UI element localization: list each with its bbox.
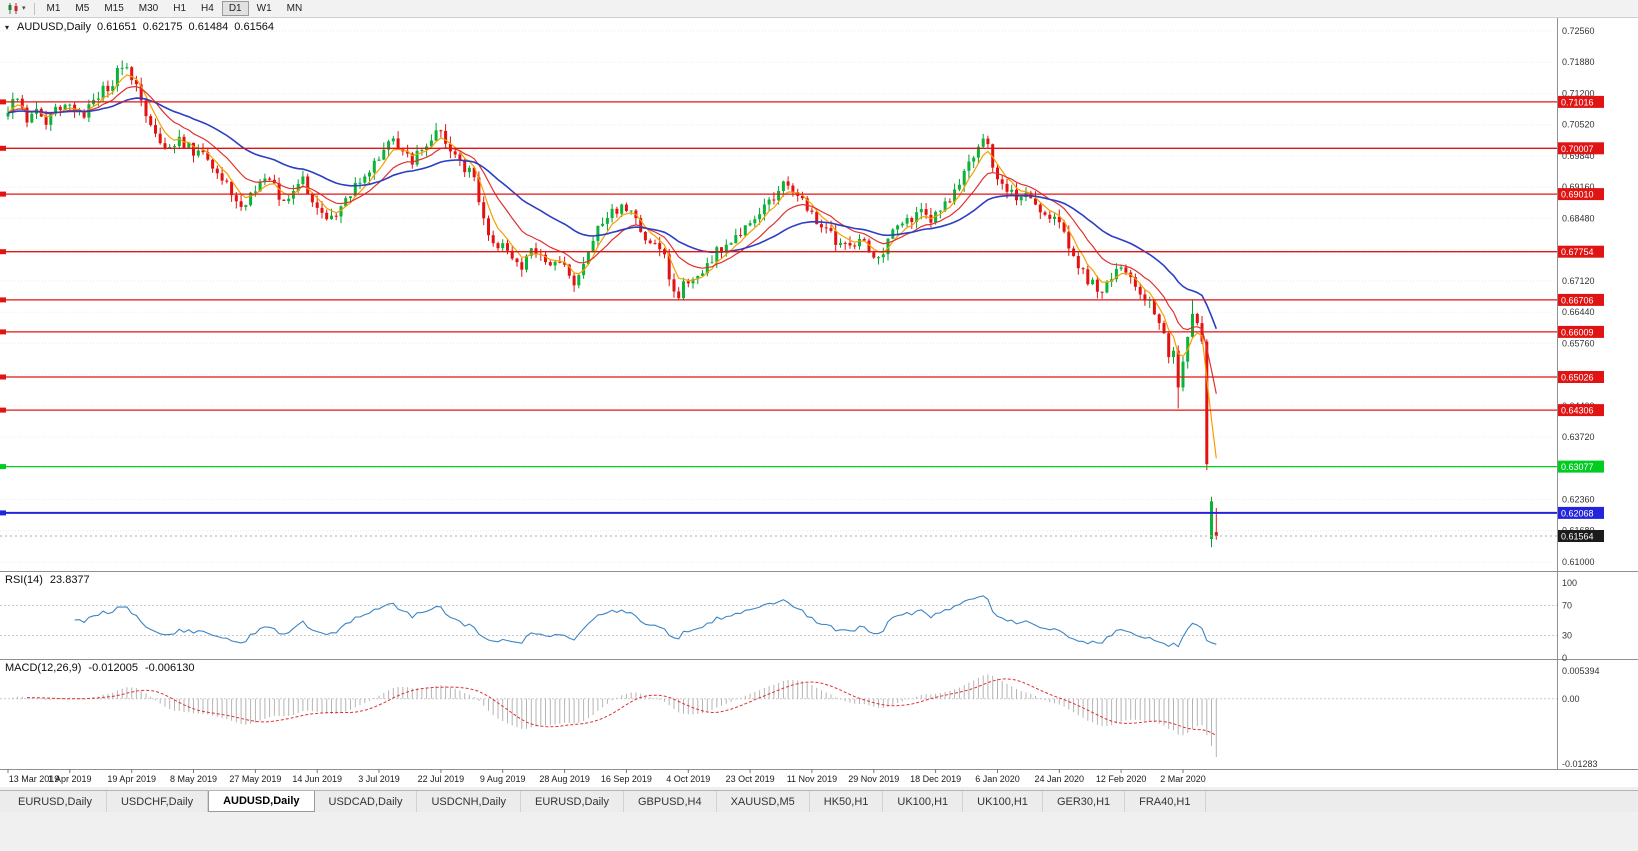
svg-text:-0.01283: -0.01283 bbox=[1562, 759, 1598, 769]
timeframe-d1-button[interactable]: D1 bbox=[221, 1, 249, 16]
chart-tab-audusd-daily[interactable]: AUDUSD,Daily bbox=[208, 791, 315, 812]
svg-text:22 Jul 2019: 22 Jul 2019 bbox=[418, 774, 465, 784]
svg-text:0.71880: 0.71880 bbox=[1562, 57, 1595, 67]
svg-text:28 Aug 2019: 28 Aug 2019 bbox=[539, 774, 590, 784]
svg-text:0.70007: 0.70007 bbox=[1561, 144, 1594, 154]
timeframe-mn-button[interactable]: MN bbox=[280, 1, 310, 16]
moving-averages bbox=[7, 74, 1218, 459]
timeframe-w1-button[interactable]: W1 bbox=[250, 1, 279, 16]
chart-tab-uk100-h1[interactable]: UK100,H1 bbox=[963, 791, 1043, 812]
svg-text:0.71016: 0.71016 bbox=[1561, 97, 1594, 107]
candlestick-chart-icon bbox=[8, 3, 18, 14]
svg-text:0.66440: 0.66440 bbox=[1562, 307, 1595, 317]
price-axis[interactable]: 0.72560 0.71880 0.71200 0.70520 0.69840 0.691… bbox=[1558, 26, 1604, 567]
chart-tab-fra40-h1[interactable]: FRA40,H1 bbox=[1125, 791, 1206, 812]
svg-text:0: 0 bbox=[1562, 653, 1567, 663]
timeframe-buttons: M1 M5 M15 M30 H1 H4 D1 W1 MN bbox=[40, 1, 310, 16]
window-bottom-area bbox=[0, 812, 1638, 851]
chart-tab-uk100-h1[interactable]: UK100,H1 bbox=[883, 791, 964, 812]
candles-layer bbox=[6, 60, 1218, 548]
chevron-down-icon: ▾ bbox=[22, 5, 26, 12]
timeframe-toolbar: ▾ M1 M5 M15 M30 H1 H4 D1 W1 MN bbox=[0, 0, 1638, 18]
timeframe-m30-button[interactable]: M30 bbox=[132, 1, 165, 16]
svg-text:0.65760: 0.65760 bbox=[1562, 338, 1595, 348]
chart-tab-usdcad-daily[interactable]: USDCAD,Daily bbox=[315, 791, 418, 812]
svg-text:0.69840: 0.69840 bbox=[1562, 151, 1595, 161]
svg-text:0.00: 0.00 bbox=[1562, 694, 1580, 704]
horizontal-level-lines[interactable] bbox=[0, 99, 1557, 537]
rsi-panel: 100 70 30 0 bbox=[0, 578, 1577, 663]
svg-text:0.69160: 0.69160 bbox=[1562, 182, 1595, 192]
svg-text:2 Mar 2020: 2 Mar 2020 bbox=[1160, 774, 1206, 784]
timeframe-m1-button[interactable]: M1 bbox=[40, 1, 68, 16]
timeframe-h4-button[interactable]: H4 bbox=[194, 1, 221, 16]
svg-text:6 Jan 2020: 6 Jan 2020 bbox=[975, 774, 1020, 784]
svg-text:0.66706: 0.66706 bbox=[1561, 295, 1594, 305]
chart-type-button[interactable]: ▾ bbox=[3, 2, 29, 15]
svg-text:23 Oct 2019: 23 Oct 2019 bbox=[726, 774, 775, 784]
svg-text:29 Nov 2019: 29 Nov 2019 bbox=[848, 774, 899, 784]
timeframe-m5-button[interactable]: M5 bbox=[68, 1, 96, 16]
chart-area[interactable]: 0.72560 0.71880 0.71200 0.70520 0.69840 0.691… bbox=[0, 18, 1638, 787]
svg-text:27 May 2019: 27 May 2019 bbox=[229, 774, 281, 784]
svg-text:19 Apr 2019: 19 Apr 2019 bbox=[107, 774, 156, 784]
svg-text:0.61564: 0.61564 bbox=[1561, 532, 1594, 542]
svg-text:0.62360: 0.62360 bbox=[1562, 495, 1595, 505]
svg-text:0.63077: 0.63077 bbox=[1561, 462, 1594, 472]
price-chart[interactable]: 0.72560 0.71880 0.71200 0.70520 0.69840 0.691… bbox=[0, 18, 1638, 787]
svg-text:24 Jan 2020: 24 Jan 2020 bbox=[1035, 774, 1085, 784]
chart-tab-ger30-h1[interactable]: GER30,H1 bbox=[1043, 791, 1126, 812]
svg-text:0.71200: 0.71200 bbox=[1562, 89, 1595, 99]
timeframe-m15-button[interactable]: M15 bbox=[97, 1, 130, 16]
price-grid bbox=[0, 30, 1557, 563]
macd-panel: 0.005394 0.00 -0.01283 bbox=[0, 666, 1600, 769]
chart-tab-eurusd-daily[interactable]: EURUSD,Daily bbox=[4, 791, 107, 812]
chart-tab-hk50-h1[interactable]: HK50,H1 bbox=[810, 791, 884, 812]
toolbar-separator bbox=[33, 2, 35, 15]
svg-text:4 Oct 2019: 4 Oct 2019 bbox=[666, 774, 710, 784]
chart-tab-usdchf-daily[interactable]: USDCHF,Daily bbox=[107, 791, 209, 812]
svg-text:0.70520: 0.70520 bbox=[1562, 120, 1595, 130]
chart-tabs-bar: EURUSD,Daily USDCHF,Daily AUDUSD,Daily USDC… bbox=[0, 790, 1638, 812]
svg-text:0.67120: 0.67120 bbox=[1562, 276, 1595, 286]
svg-text:30: 30 bbox=[1562, 631, 1572, 641]
svg-text:0.68480: 0.68480 bbox=[1562, 213, 1595, 223]
svg-text:0.65026: 0.65026 bbox=[1561, 373, 1594, 383]
svg-text:13 Mar 2019: 13 Mar 2019 bbox=[9, 774, 60, 784]
svg-text:3 Jul 2019: 3 Jul 2019 bbox=[358, 774, 400, 784]
svg-text:70: 70 bbox=[1562, 601, 1572, 611]
svg-text:0.005394: 0.005394 bbox=[1562, 666, 1600, 676]
svg-text:0.62068: 0.62068 bbox=[1561, 508, 1594, 518]
svg-text:0.64306: 0.64306 bbox=[1561, 406, 1594, 416]
svg-text:8 May 2019: 8 May 2019 bbox=[170, 774, 217, 784]
chart-tab-usdcnh-daily[interactable]: USDCNH,Daily bbox=[417, 791, 522, 812]
svg-text:0.72560: 0.72560 bbox=[1562, 26, 1595, 36]
svg-text:12 Feb 2020: 12 Feb 2020 bbox=[1096, 774, 1147, 784]
svg-text:9 Aug 2019: 9 Aug 2019 bbox=[480, 774, 526, 784]
chart-tab-eurusd-daily[interactable]: EURUSD,Daily bbox=[521, 791, 624, 812]
chart-tab-xauusd-m5[interactable]: XAUUSD,M5 bbox=[717, 791, 810, 812]
svg-text:16 Sep 2019: 16 Sep 2019 bbox=[601, 774, 652, 784]
panel-separators bbox=[0, 18, 1638, 770]
svg-text:11 Nov 2019: 11 Nov 2019 bbox=[787, 774, 837, 784]
svg-text:0.63720: 0.63720 bbox=[1562, 432, 1595, 442]
svg-text:0.61000: 0.61000 bbox=[1562, 557, 1595, 567]
svg-text:18 Dec 2019: 18 Dec 2019 bbox=[910, 774, 961, 784]
svg-text:0.66009: 0.66009 bbox=[1561, 327, 1594, 337]
svg-text:0.69010: 0.69010 bbox=[1561, 190, 1594, 200]
svg-text:100: 100 bbox=[1562, 578, 1577, 588]
chart-tab-gbpusd-h4[interactable]: GBPUSD,H4 bbox=[624, 791, 717, 812]
svg-text:14 Jun 2019: 14 Jun 2019 bbox=[292, 774, 342, 784]
svg-text:1 Apr 2019: 1 Apr 2019 bbox=[48, 774, 92, 784]
svg-text:0.67754: 0.67754 bbox=[1561, 247, 1594, 257]
timeframe-h1-button[interactable]: H1 bbox=[166, 1, 193, 16]
